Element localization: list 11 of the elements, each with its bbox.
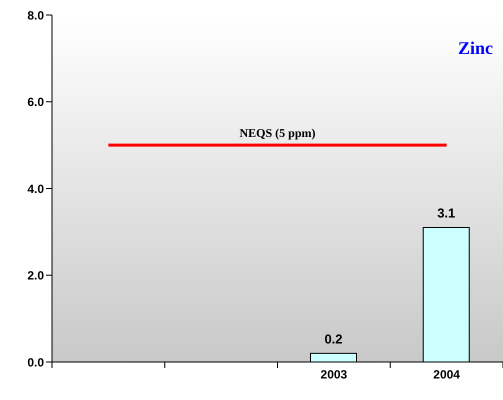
ref-line-label: NEQS (5 ppm) [239, 126, 316, 140]
y-tick-label: 2.0 [27, 268, 44, 283]
y-tick-label: 6.0 [27, 95, 44, 110]
y-tick-label: 4.0 [27, 182, 44, 196]
text: Zinc [458, 38, 493, 58]
x-tick-label: 2003 [320, 368, 348, 382]
x-tick-label: 2004 [433, 368, 460, 382]
y-tick-label: 0.0 [27, 355, 44, 370]
data-label: 0.2 [324, 331, 343, 346]
data-label: 3.1 [437, 206, 456, 221]
y-tick-label: 8.0 [27, 8, 44, 22]
